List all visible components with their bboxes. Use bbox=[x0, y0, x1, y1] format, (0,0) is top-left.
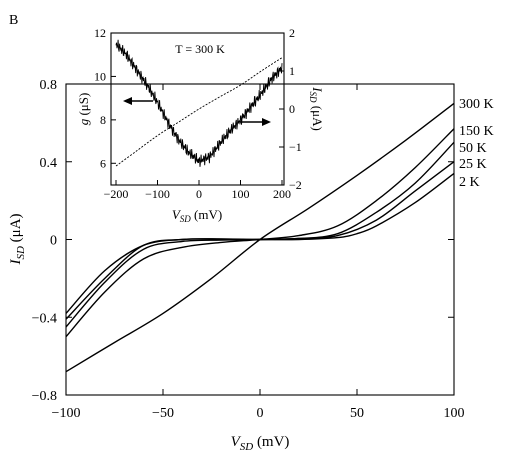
inset-x-tick-label: −200 bbox=[104, 187, 129, 201]
main-y-axis-label: ISD (μA) bbox=[8, 213, 27, 265]
series-line-150k bbox=[65, 128, 455, 338]
main-x-tick-label: −100 bbox=[52, 406, 81, 421]
main-y-tick-label: 0.8 bbox=[40, 78, 58, 93]
inset-right-y-tick-label: −1 bbox=[289, 140, 302, 154]
inset-right-y-tick-label: 0 bbox=[289, 102, 295, 116]
inset-series-group bbox=[115, 39, 283, 167]
series-label-25k: 25 K bbox=[459, 157, 487, 172]
series-line-300k bbox=[65, 102, 455, 373]
inset-conductance-line bbox=[115, 39, 283, 167]
main-x-tick-label: −50 bbox=[152, 406, 174, 421]
series-line-2k bbox=[65, 172, 455, 314]
series-line-50k bbox=[65, 141, 455, 328]
inset-right-y-tick-label: 1 bbox=[289, 64, 295, 78]
main-y-tick-label: 0 bbox=[50, 234, 57, 249]
inset-left-y-tick-label: 10 bbox=[94, 69, 106, 83]
main-x-tick-label: 100 bbox=[444, 406, 465, 421]
main-y-tick-label: −0.8 bbox=[32, 389, 57, 404]
right-arrow-icon bbox=[240, 118, 271, 126]
main-y-tick-label: 0.4 bbox=[40, 156, 58, 171]
inset-left-y-tick-label: 12 bbox=[94, 26, 106, 40]
series-label-150k: 150 K bbox=[459, 124, 494, 139]
series-label-50k: 50 K bbox=[459, 141, 487, 156]
panel-label: B bbox=[9, 13, 18, 28]
main-x-tick-label: 50 bbox=[350, 406, 364, 421]
inset-x-tick-label: 200 bbox=[273, 187, 291, 201]
inset-right-y-tick-label: −2 bbox=[289, 178, 302, 192]
inset-right-y-tick-label: 2 bbox=[289, 26, 295, 40]
main-series-labels: 300 K 150 K 50 K25 K 2 K bbox=[459, 97, 494, 190]
inset-left-y-tick-label: 6 bbox=[100, 156, 106, 170]
inset-x-tick-label: 0 bbox=[196, 187, 202, 201]
inset-x-axis-label: VSD (mV) bbox=[172, 207, 222, 224]
main-y-tick-label: −0.4 bbox=[32, 311, 57, 326]
inset-current-line bbox=[115, 57, 283, 167]
main-x-tick-label: 0 bbox=[257, 406, 264, 421]
inset-x-tick-label: 100 bbox=[232, 187, 250, 201]
main-series-group bbox=[65, 102, 455, 373]
main-axis-ticks: −100 −50 0 50 100−0.8−0.400.40.8 bbox=[32, 78, 465, 421]
inset-left-y-tick-label: 8 bbox=[100, 113, 106, 127]
inset-x-tick-label: −100 bbox=[145, 187, 170, 201]
inset-temperature-annotation: T = 300 K bbox=[175, 42, 225, 56]
left-arrow-icon bbox=[123, 97, 153, 105]
inset-right-y-axis-label: ISD (μA) bbox=[308, 86, 325, 131]
series-label-2k: 2 K bbox=[459, 175, 480, 190]
inset-left-y-axis-label: g (μS) bbox=[76, 93, 91, 126]
series-label-300k: 300 K bbox=[459, 97, 494, 112]
main-x-axis-label: VSD (mV) bbox=[231, 434, 290, 453]
